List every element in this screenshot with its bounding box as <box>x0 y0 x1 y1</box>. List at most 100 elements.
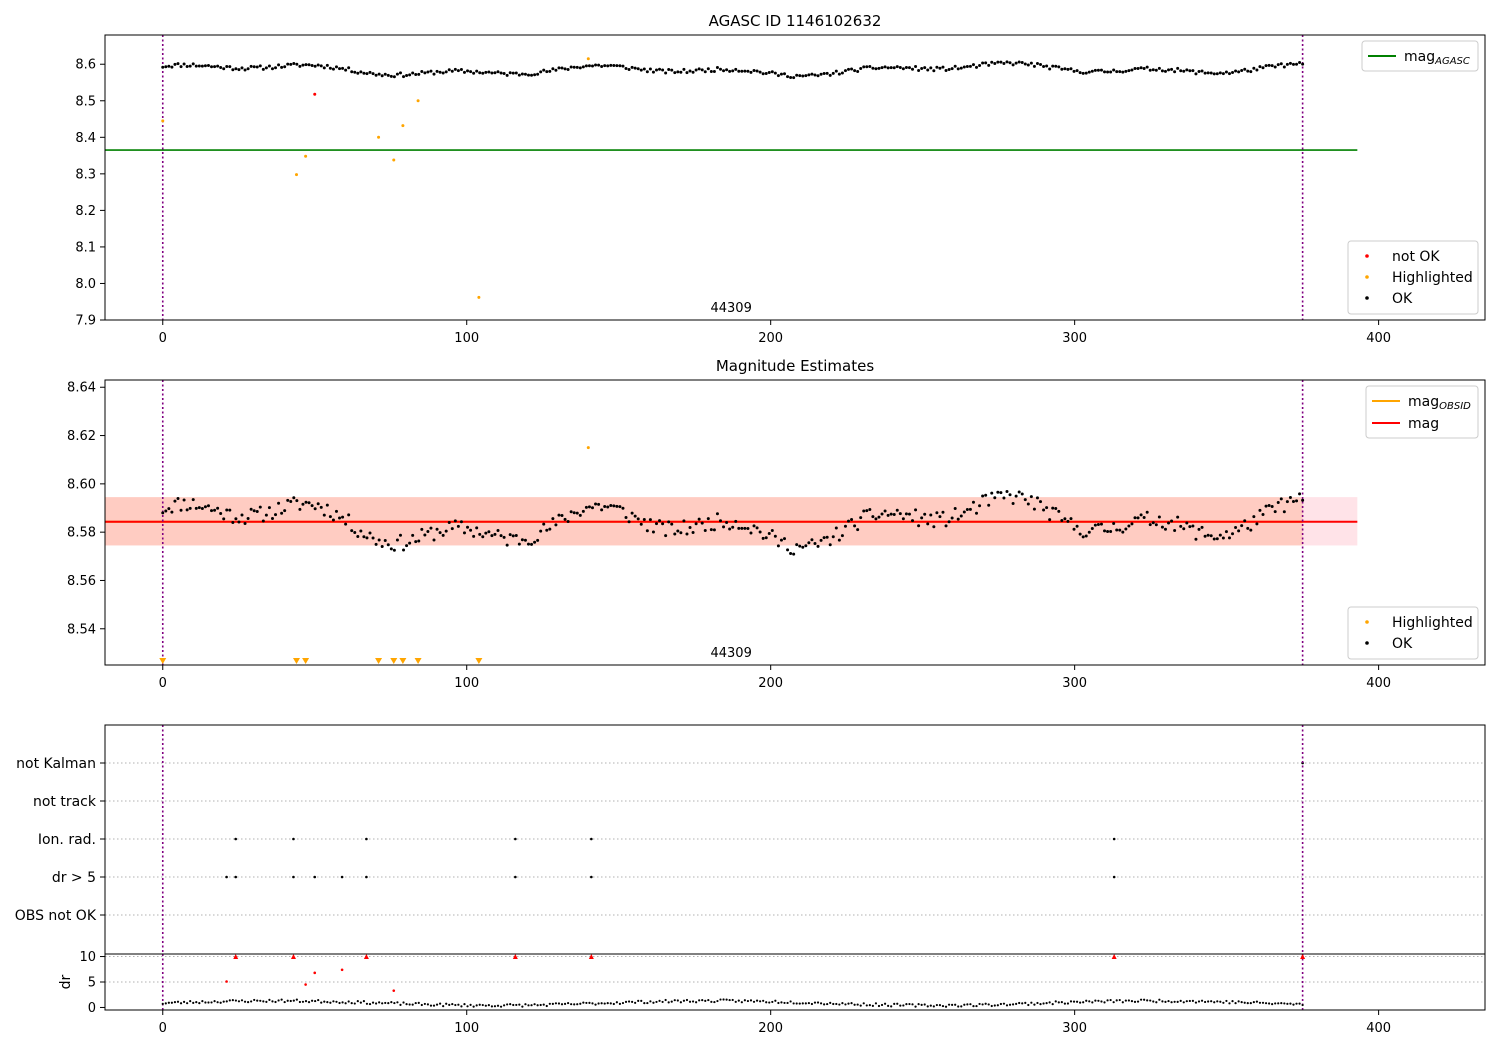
point-ok <box>1124 69 1128 73</box>
point-ok <box>1218 71 1222 75</box>
point-ok <box>1291 500 1295 504</box>
point-ok <box>1142 516 1146 520</box>
dr-point <box>652 1001 655 1004</box>
point-ok <box>206 63 210 67</box>
point-ok <box>395 72 399 76</box>
dr-point <box>478 1003 481 1006</box>
dr-point <box>524 1003 527 1006</box>
point-ok <box>429 526 433 530</box>
point-ok <box>420 69 424 73</box>
dr-point <box>250 1000 253 1003</box>
panel-agasc-legend-marker <box>1365 275 1369 279</box>
point-ok <box>1081 535 1085 539</box>
point-ok <box>304 63 308 67</box>
dr-point <box>1191 999 1195 1002</box>
point-ok <box>1103 70 1107 74</box>
point-ok <box>228 508 232 512</box>
point-ok <box>264 513 268 517</box>
point-ok <box>624 516 628 520</box>
point-ok <box>1176 66 1180 70</box>
point-ok <box>545 528 549 532</box>
dr-point <box>307 1001 311 1004</box>
dr-point <box>887 1004 890 1007</box>
point-ok <box>673 71 677 75</box>
point-ok <box>557 513 561 517</box>
dr-point <box>1277 1002 1280 1005</box>
point-ok <box>1087 530 1091 534</box>
point-ok <box>197 506 201 510</box>
point-ok <box>1261 513 1265 517</box>
point-ok <box>228 65 232 69</box>
point-ok <box>968 64 972 68</box>
point-ok <box>743 526 747 530</box>
point-ok <box>1301 498 1305 502</box>
dr-point <box>1088 1000 1091 1003</box>
point-ok <box>1231 71 1235 75</box>
point-highlighted <box>304 154 308 158</box>
point-ok <box>1051 506 1055 510</box>
point-ok <box>828 73 832 77</box>
dr-point <box>420 1003 423 1007</box>
point-ok <box>243 521 247 525</box>
dr-point <box>847 1002 850 1005</box>
dr-point <box>545 1004 548 1008</box>
point-ok <box>981 494 985 498</box>
dr-point <box>417 1001 420 1004</box>
dr-point <box>615 1001 618 1004</box>
point-ok <box>392 548 396 552</box>
panel-estimates-legend-box <box>1365 385 1479 439</box>
point-ok <box>1194 537 1198 541</box>
dr-point <box>688 1000 692 1003</box>
panel-agasc-ytick-label: 8.1 <box>75 240 96 255</box>
point-ok <box>654 68 658 72</box>
dr-point <box>868 1004 871 1007</box>
point-highlighted <box>392 158 396 162</box>
point-ok <box>746 527 750 531</box>
dr-point <box>1008 1003 1012 1006</box>
dr-point <box>506 1003 509 1006</box>
point-ok <box>1185 521 1189 525</box>
point-ok <box>1276 63 1280 67</box>
point-ok <box>901 67 905 71</box>
dr-point <box>274 1000 277 1004</box>
point-ok <box>938 515 942 519</box>
point-ok <box>1270 504 1274 508</box>
dr-point <box>789 1000 792 1003</box>
dr-point <box>1152 1000 1155 1003</box>
point-ok <box>176 62 180 66</box>
dr-point <box>631 1000 634 1003</box>
point-ok <box>466 525 470 529</box>
point-ok <box>1295 499 1299 503</box>
point-ok <box>1078 71 1082 75</box>
dr-point <box>899 1004 902 1007</box>
point-ok <box>792 552 796 556</box>
dr-point <box>1243 1001 1246 1004</box>
point-ok <box>1023 498 1027 502</box>
point-highlighted <box>294 173 298 177</box>
point-ok <box>993 496 997 500</box>
point-ok <box>807 73 811 77</box>
point-ok <box>996 60 1000 64</box>
dr-point <box>597 1002 600 1005</box>
point-ok <box>645 529 649 533</box>
point-ok <box>694 522 698 526</box>
point-ok <box>636 67 640 71</box>
point-ok <box>572 511 576 515</box>
dr-point <box>463 1003 466 1006</box>
point-ok <box>176 496 180 500</box>
point-ok <box>280 65 284 69</box>
dr-point <box>1085 999 1088 1002</box>
point-ok <box>850 518 854 522</box>
point-ok <box>1032 64 1036 68</box>
dr-point-not-ok <box>313 971 317 975</box>
dr-point <box>1091 1001 1094 1004</box>
point-ok <box>1145 65 1149 69</box>
point-ok <box>782 537 786 541</box>
point-ok <box>405 74 409 78</box>
dr-point <box>301 1000 305 1003</box>
point-ok <box>1084 71 1088 75</box>
point-ok <box>703 528 707 532</box>
point-ok <box>347 66 351 70</box>
point-ok <box>688 69 692 73</box>
point-ok <box>597 63 601 67</box>
